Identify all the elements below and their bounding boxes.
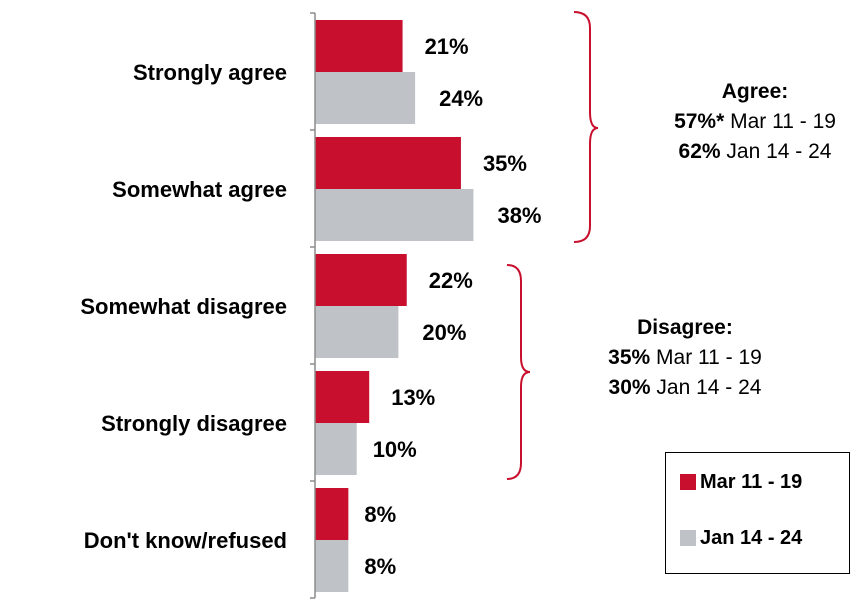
category-label-somewhat-disagree: Somewhat disagree	[80, 294, 287, 319]
bar-strongly-disagree-jan	[315, 423, 357, 475]
agree-annotation: Agree: 57%* Mar 11 - 19 62% Jan 14 - 24	[640, 77, 866, 167]
agree-line-jan: 62% Jan 14 - 24	[678, 140, 832, 163]
bars	[315, 20, 474, 592]
value-labels: 21% 24% 35% 38% 22% 20% 13% 10% 8% 8%	[364, 34, 541, 579]
disagree-line-mar: 35% Mar 11 - 19	[608, 346, 762, 369]
disagree-title: Disagree:	[637, 316, 733, 339]
bar-strongly-agree-jan	[315, 72, 416, 124]
category-label-dont-know-refused: Don't know/refused	[84, 528, 287, 553]
category-label-strongly-disagree: Strongly disagree	[101, 411, 287, 436]
category-labels: Strongly agree Somewhat agree Somewhat d…	[80, 60, 287, 553]
legend-swatch-jan	[680, 530, 696, 546]
value-label-dont-know-refused-jan: 8%	[364, 554, 396, 579]
bar-dont-know-refused-jan	[315, 540, 349, 592]
agree-title: Agree:	[721, 80, 789, 103]
legend-label-mar: Mar 11 - 19	[700, 471, 803, 493]
disagree-bracket	[506, 264, 531, 480]
agree-bracket	[573, 11, 599, 243]
category-label-somewhat-agree: Somewhat agree	[112, 177, 287, 202]
bar-strongly-agree-mar	[315, 20, 403, 72]
value-label-strongly-disagree-mar: 13%	[391, 385, 435, 410]
bar-somewhat-agree-jan	[315, 189, 474, 241]
disagree-line-jan: 30% Jan 14 - 24	[608, 376, 762, 399]
value-label-somewhat-disagree-jan: 20%	[422, 320, 466, 345]
category-label-strongly-agree: Strongly agree	[133, 60, 287, 85]
value-label-strongly-disagree-jan: 10%	[373, 437, 417, 462]
value-label-somewhat-agree-mar: 35%	[483, 151, 527, 176]
bar-dont-know-refused-mar	[315, 488, 349, 540]
bar-somewhat-agree-mar	[315, 137, 461, 189]
value-label-somewhat-agree-jan: 38%	[497, 203, 541, 228]
agree-line-mar: 57%* Mar 11 - 19	[674, 110, 836, 133]
bar-strongly-disagree-mar	[315, 371, 370, 423]
value-label-somewhat-disagree-mar: 22%	[429, 268, 473, 293]
value-label-strongly-agree-mar: 21%	[425, 34, 469, 59]
category-axis	[310, 12, 316, 599]
legend-item-mar: Mar 11 - 19	[680, 471, 802, 494]
bar-somewhat-disagree-mar	[315, 254, 407, 306]
legend: Mar 11 - 19 Jan 14 - 24	[665, 452, 850, 574]
bar-somewhat-disagree-jan	[315, 306, 399, 358]
legend-label-jan: Jan 14 - 24	[700, 527, 803, 549]
legend-item-jan: Jan 14 - 24	[680, 527, 802, 550]
value-label-strongly-agree-jan: 24%	[439, 86, 483, 111]
disagree-annotation: Disagree: 35% Mar 11 - 19 30% Jan 14 - 2…	[570, 313, 800, 403]
legend-swatch-mar	[680, 474, 696, 490]
value-label-dont-know-refused-mar: 8%	[364, 502, 396, 527]
